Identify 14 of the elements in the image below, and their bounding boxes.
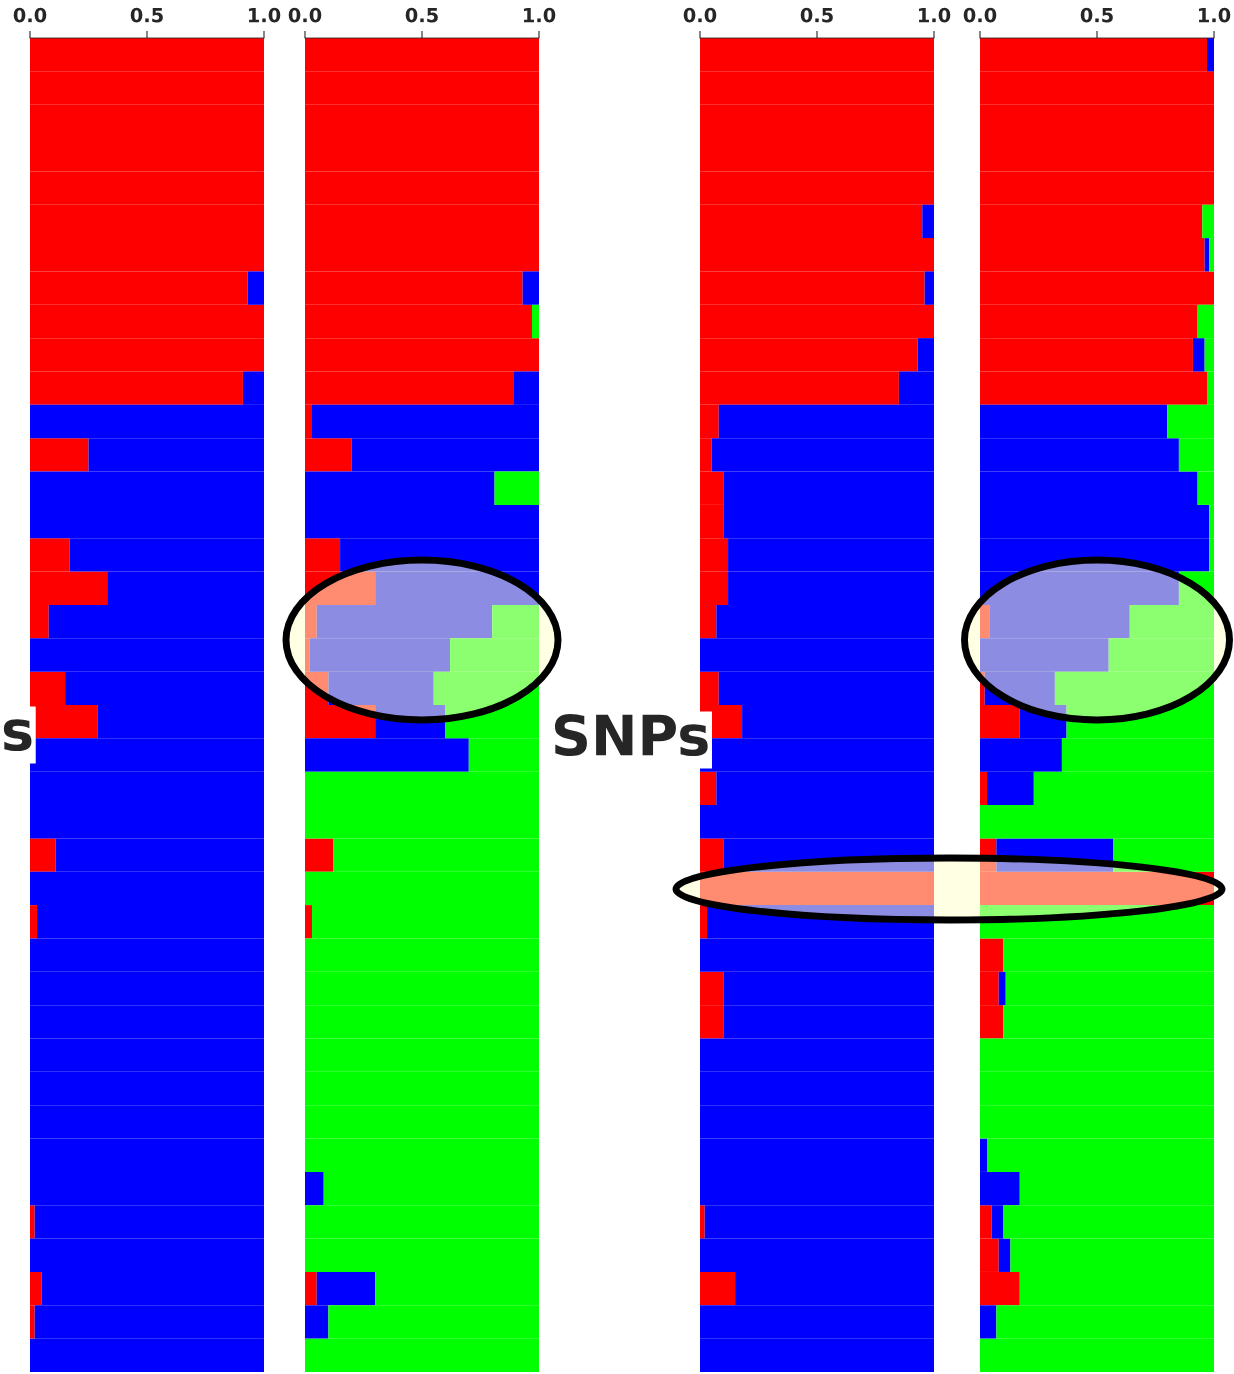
x-tick-label: 0.5 — [405, 7, 438, 23]
x-tick-label: 0.0 — [683, 7, 717, 23]
annotation: SNPs — [554, 714, 708, 757]
x-tick-label: 0.0 — [288, 7, 322, 23]
x-tick-label: 1.0 — [523, 7, 556, 23]
x-tick-label: 1.0 — [918, 7, 951, 23]
x-tick-label: 0.0 — [13, 7, 47, 23]
x-tick-label: 1.0 — [248, 7, 281, 23]
x-tick-label: 0.5 — [1080, 7, 1113, 23]
annotation: s — [3, 719, 32, 752]
x-tick-label: 0.5 — [800, 7, 833, 23]
x-tick-label: 0.5 — [130, 7, 163, 23]
x-tick-label: 0.0 — [963, 7, 997, 23]
x-tick-label: 1.0 — [1198, 7, 1231, 23]
